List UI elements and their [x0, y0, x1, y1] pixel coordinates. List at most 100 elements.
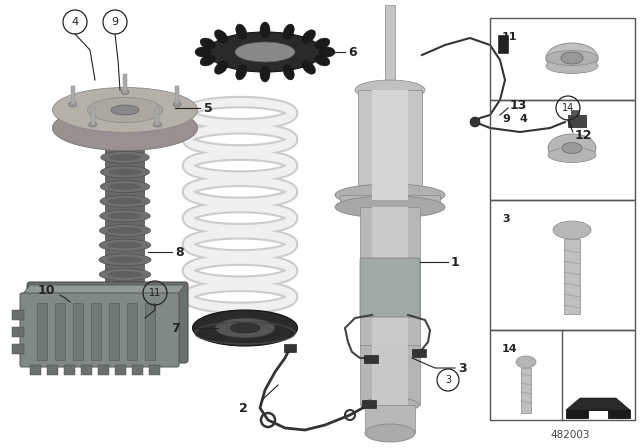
Bar	[284, 344, 296, 352]
Ellipse shape	[100, 166, 150, 178]
Ellipse shape	[355, 80, 425, 100]
Text: 12: 12	[575, 129, 593, 142]
Text: 8: 8	[175, 246, 184, 258]
Text: 7: 7	[172, 322, 180, 335]
Ellipse shape	[548, 147, 596, 163]
Ellipse shape	[214, 30, 228, 43]
Ellipse shape	[230, 323, 260, 333]
Bar	[12, 344, 24, 354]
Ellipse shape	[207, 32, 323, 72]
Text: 5: 5	[204, 102, 212, 115]
Bar	[91, 303, 101, 360]
Ellipse shape	[108, 227, 143, 234]
Text: 14: 14	[502, 344, 518, 354]
Circle shape	[470, 117, 480, 127]
Ellipse shape	[111, 105, 139, 115]
Bar	[81, 365, 92, 375]
Bar	[521, 368, 531, 413]
Bar	[37, 303, 47, 360]
Text: 4: 4	[520, 114, 528, 124]
Ellipse shape	[108, 286, 143, 293]
Ellipse shape	[173, 102, 181, 107]
Ellipse shape	[99, 239, 151, 251]
Text: 13: 13	[510, 99, 527, 112]
Bar	[115, 365, 126, 375]
Ellipse shape	[100, 210, 150, 222]
Ellipse shape	[100, 151, 149, 164]
Ellipse shape	[546, 43, 598, 73]
Bar	[132, 365, 143, 375]
FancyBboxPatch shape	[27, 282, 188, 363]
Bar	[490, 330, 635, 420]
Bar	[360, 207, 420, 347]
Ellipse shape	[109, 345, 141, 351]
Text: 9: 9	[502, 114, 510, 124]
Ellipse shape	[200, 38, 215, 49]
Text: 6: 6	[348, 46, 356, 59]
Polygon shape	[566, 398, 630, 418]
Ellipse shape	[283, 24, 294, 39]
Ellipse shape	[546, 51, 598, 65]
Ellipse shape	[100, 312, 150, 324]
Text: 3: 3	[445, 375, 451, 385]
Ellipse shape	[365, 424, 415, 442]
Bar	[149, 365, 160, 375]
Bar	[490, 100, 635, 200]
Bar	[12, 327, 24, 337]
Bar	[568, 115, 586, 127]
Ellipse shape	[335, 184, 445, 206]
Text: 3: 3	[502, 214, 509, 224]
Bar	[498, 35, 508, 53]
Bar	[47, 365, 58, 375]
Ellipse shape	[548, 134, 596, 162]
Ellipse shape	[200, 55, 215, 66]
Bar	[490, 18, 635, 100]
Ellipse shape	[302, 30, 316, 43]
Bar	[364, 355, 378, 363]
Bar	[55, 303, 65, 360]
Bar	[571, 110, 579, 116]
Text: 1: 1	[451, 255, 460, 268]
Ellipse shape	[109, 154, 141, 161]
Ellipse shape	[108, 301, 142, 307]
Ellipse shape	[108, 213, 142, 219]
Ellipse shape	[214, 61, 228, 74]
Ellipse shape	[235, 42, 295, 62]
Bar	[175, 86, 179, 104]
Ellipse shape	[319, 47, 335, 57]
Bar	[12, 310, 24, 320]
Ellipse shape	[553, 221, 591, 239]
Ellipse shape	[100, 181, 150, 193]
Bar	[64, 365, 75, 375]
Bar	[412, 349, 426, 357]
Ellipse shape	[260, 66, 270, 82]
Ellipse shape	[315, 55, 330, 66]
Bar	[490, 200, 635, 330]
Bar	[30, 365, 41, 375]
Ellipse shape	[100, 298, 150, 310]
Bar	[127, 303, 137, 360]
Ellipse shape	[52, 105, 198, 151]
Ellipse shape	[516, 356, 536, 368]
Ellipse shape	[361, 397, 419, 413]
Ellipse shape	[335, 196, 445, 218]
Bar	[385, 5, 395, 90]
Text: 10: 10	[38, 284, 56, 297]
Bar	[358, 90, 422, 200]
Bar	[360, 345, 420, 405]
Ellipse shape	[108, 198, 142, 205]
Ellipse shape	[100, 195, 150, 207]
Ellipse shape	[107, 257, 143, 263]
Ellipse shape	[99, 268, 151, 280]
Ellipse shape	[283, 65, 294, 80]
Bar	[91, 107, 95, 125]
Text: 3: 3	[458, 362, 467, 375]
Bar	[98, 365, 109, 375]
Bar	[372, 90, 408, 200]
Ellipse shape	[315, 38, 330, 49]
Ellipse shape	[108, 271, 143, 278]
Ellipse shape	[260, 22, 270, 38]
Text: 14: 14	[562, 103, 574, 113]
Ellipse shape	[52, 87, 198, 133]
Bar	[362, 400, 376, 408]
